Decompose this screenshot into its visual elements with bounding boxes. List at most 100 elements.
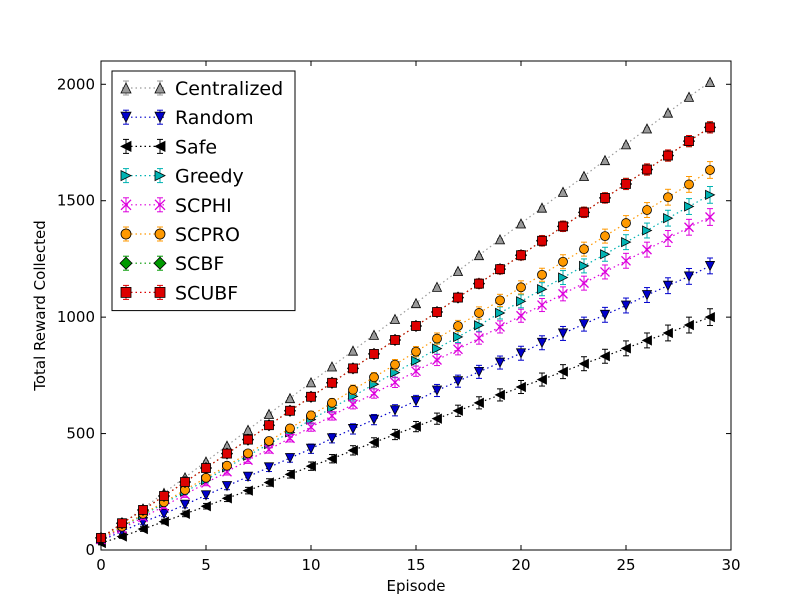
legend-label: Safe <box>175 136 217 158</box>
data-point <box>557 366 568 377</box>
legend-label: Random <box>175 107 254 129</box>
data-point <box>494 357 506 368</box>
data-point <box>474 333 484 344</box>
data-point <box>369 388 379 399</box>
data-point <box>642 164 652 175</box>
data-point <box>138 505 148 515</box>
legend-marker <box>120 228 132 240</box>
data-point <box>662 280 674 292</box>
data-point <box>621 255 631 266</box>
data-point <box>558 288 568 299</box>
y-tick-label: 500 <box>66 425 95 443</box>
legend-marker <box>120 169 132 182</box>
data-point <box>621 237 632 248</box>
data-point <box>683 271 695 282</box>
legend-box <box>111 70 296 312</box>
series-line <box>100 81 711 539</box>
x-tick-label: 25 <box>616 556 635 574</box>
data-point <box>179 508 190 520</box>
data-point <box>537 235 547 246</box>
data-point <box>453 321 463 331</box>
legend-entry: SCPHI <box>120 195 232 217</box>
data-point <box>410 297 422 309</box>
data-point <box>222 448 232 459</box>
data-point <box>620 300 632 311</box>
data-point <box>410 421 421 432</box>
data-point <box>263 477 274 488</box>
data-point <box>453 331 464 343</box>
data-point <box>327 397 337 408</box>
data-point <box>263 462 275 473</box>
data-point <box>242 471 254 483</box>
data-point <box>179 499 191 510</box>
legend: Centralized Random Safe Greedy SCPHI SCPRO SCB… <box>111 70 296 312</box>
data-point <box>663 192 673 203</box>
data-point <box>537 284 548 295</box>
data-point <box>452 405 463 416</box>
data-point <box>516 296 527 307</box>
data-point <box>642 244 652 255</box>
data-point <box>705 189 716 201</box>
legend-entry: SCUBF <box>120 282 238 304</box>
data-point <box>284 453 296 464</box>
data-point <box>390 335 400 345</box>
data-point <box>557 328 569 339</box>
data-point <box>389 429 400 440</box>
series-safe <box>95 308 715 549</box>
data-point <box>327 377 337 388</box>
data-point <box>599 351 610 362</box>
data-point <box>684 222 694 233</box>
x-tick-label: 30 <box>721 556 740 574</box>
data-point <box>599 154 611 166</box>
data-point <box>390 359 400 370</box>
data-point <box>200 501 211 512</box>
y-tick-label: 1000 <box>57 308 95 326</box>
legend-marker <box>154 228 166 240</box>
data-point <box>264 444 274 455</box>
data-point <box>137 523 148 535</box>
x-tick-label: 10 <box>301 556 320 574</box>
legend-marker <box>120 111 132 124</box>
legend-marker <box>154 286 166 298</box>
x-tick-label: 0 <box>96 556 106 574</box>
data-point <box>599 309 611 321</box>
data-point <box>558 221 568 232</box>
data-point <box>705 165 715 175</box>
data-point <box>306 391 316 402</box>
data-point <box>326 453 337 464</box>
data-point <box>389 313 401 324</box>
data-point <box>200 490 212 501</box>
data-point <box>642 225 653 236</box>
data-point <box>158 509 170 520</box>
legend-label: SCPHI <box>175 195 232 217</box>
data-point <box>663 150 673 161</box>
data-point <box>704 261 716 272</box>
data-point <box>431 413 442 424</box>
data-point <box>515 381 526 393</box>
data-point <box>368 437 379 448</box>
data-point <box>684 179 694 190</box>
data-point <box>558 272 569 283</box>
data-point <box>431 281 443 292</box>
data-point <box>117 518 127 529</box>
legend-label: SCPRO <box>175 224 240 246</box>
legend-entry: Centralized <box>120 78 283 100</box>
data-point <box>705 122 715 133</box>
data-point <box>473 397 484 408</box>
series-random <box>95 257 716 547</box>
data-point <box>641 290 653 301</box>
data-point <box>222 460 232 471</box>
data-point <box>641 123 653 134</box>
data-point <box>116 531 127 542</box>
data-point <box>410 396 422 407</box>
data-point <box>347 345 359 356</box>
legend-marker <box>120 140 132 153</box>
data-point <box>285 405 295 416</box>
data-point <box>305 376 317 388</box>
data-point <box>453 292 463 303</box>
data-point <box>348 363 358 374</box>
data-point <box>473 249 485 261</box>
data-point <box>600 231 610 242</box>
legend-marker <box>154 111 166 124</box>
data-point <box>579 244 589 255</box>
